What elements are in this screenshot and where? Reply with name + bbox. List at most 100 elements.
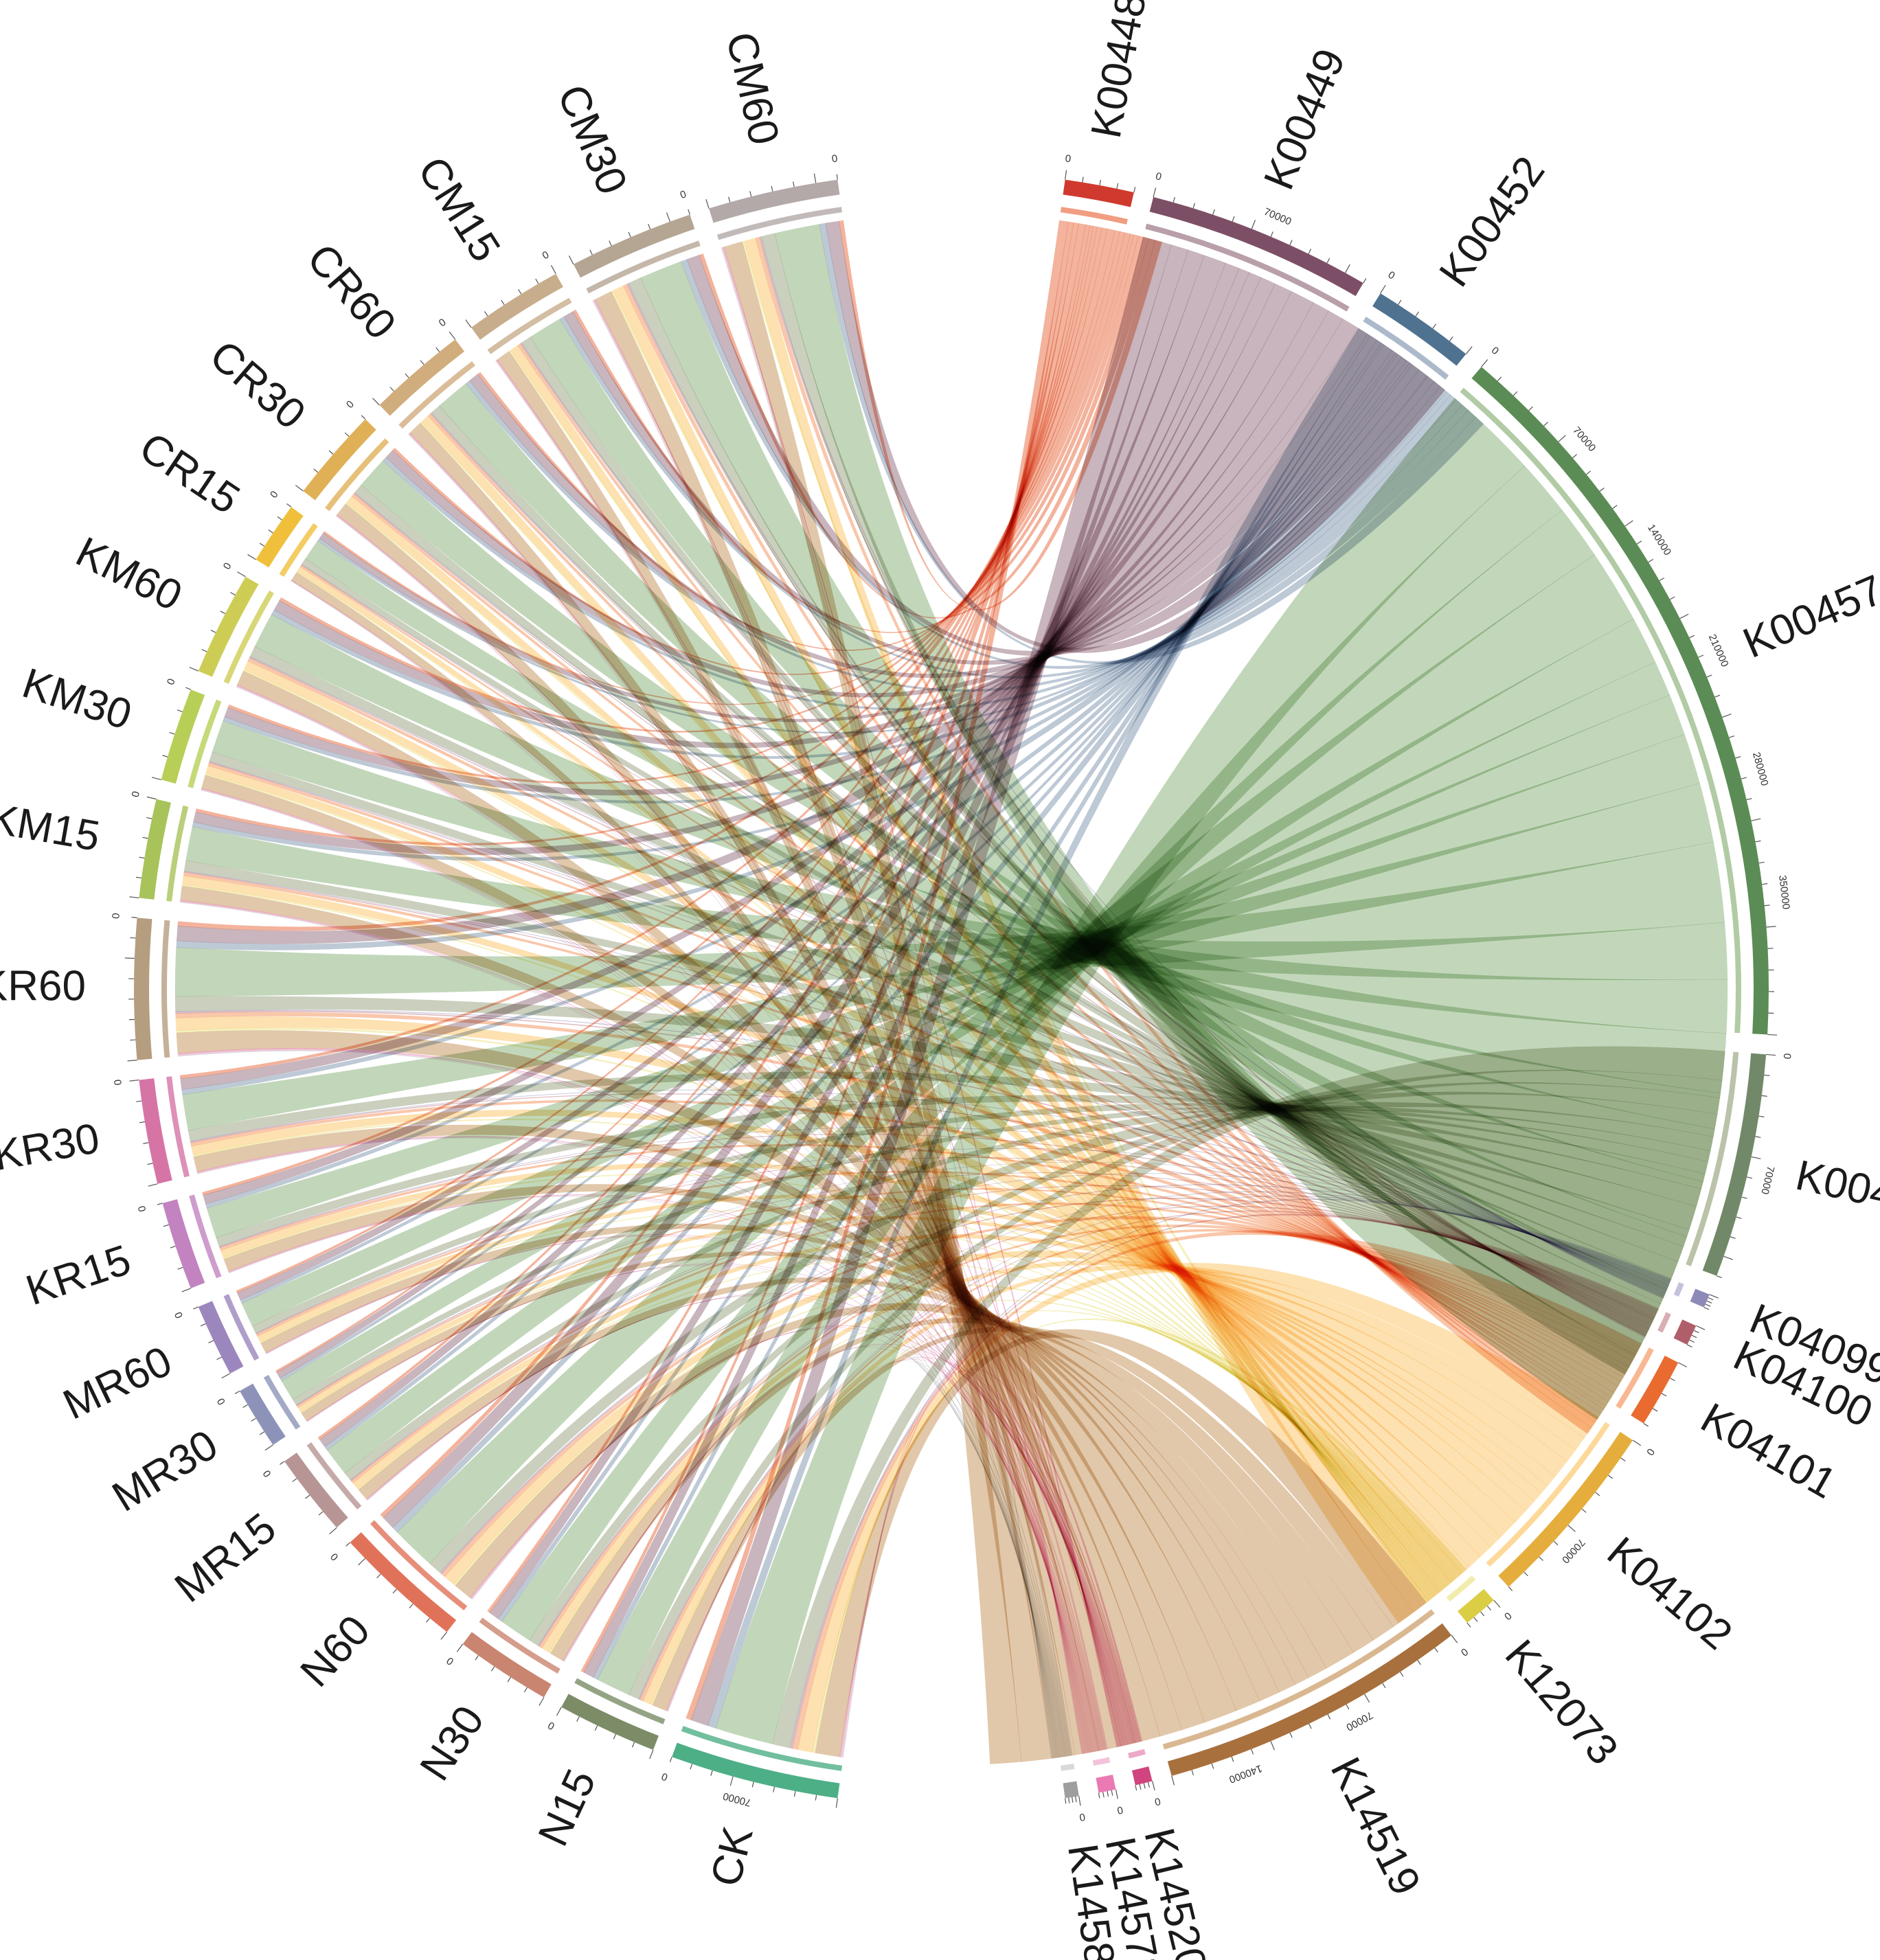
source-segment-kr30-inner-band [166,1076,190,1178]
axis-tick [1192,203,1196,209]
tick-label: 70000 [1344,1709,1375,1733]
axis-tick [589,249,593,255]
axis-tick [1709,1294,1719,1299]
tick-label: 0 [165,677,178,687]
tick-label: 70000 [1570,424,1598,454]
segment-label-k00480: K00480 [1791,1152,1880,1230]
axis-tick [405,373,409,378]
segment-label-kr60: KR60 [0,962,86,1010]
axis-tick [1308,249,1312,254]
axis-tick [1659,577,1665,582]
tick-label: 70000 [1559,1536,1587,1565]
target-segment-k00452-inner-band [1363,317,1449,380]
axis-tick [1270,231,1273,237]
axis-tick [1643,1423,1649,1427]
target-segment-k04100-inner-band [1657,1312,1671,1333]
axis-tick [1326,258,1330,264]
axis-tick [1251,1748,1254,1755]
segment-label-kr30: KR30 [0,1115,103,1180]
axis-tick [251,1417,256,1422]
axis-tick [313,468,319,473]
axis-tick [1758,861,1765,864]
axis-tick [1599,488,1605,492]
source-segment-cr15-inner-band [279,523,318,578]
axis-tick [146,796,157,800]
axis-tick [1524,1571,1528,1577]
source-segment-km60-inner-band [223,590,274,684]
axis-tick [1346,1704,1350,1710]
axis-tick [649,1749,654,1759]
axis-tick [170,1245,176,1249]
axis-tick [1493,1599,1501,1608]
source-segment-cm60-inner-band [716,207,843,240]
axis-tick [305,1494,310,1499]
axis-tick [449,331,456,340]
axis-tick [151,777,161,781]
axis-tick [1173,196,1175,203]
source-segment-mr60 [198,1301,244,1374]
axis-tick [1689,635,1695,639]
axis-tick [1465,346,1473,354]
target-segment-k14578 [1096,1775,1116,1793]
axis-tick [1736,1216,1742,1219]
tick-label: 140000 [1227,1762,1264,1785]
source-segment-kr30 [139,1078,172,1184]
source-segment-mr15-inner-band [306,1442,362,1510]
axis-tick [1102,1792,1105,1798]
axis-tick [189,667,199,672]
target-segment-k04101 [1631,1356,1679,1424]
tick-label: 70000 [722,1790,753,1808]
axis-tick [1232,216,1235,222]
target-segment-k04102-inner-band [1486,1422,1610,1567]
segment-label-n30: N30 [411,1698,493,1789]
axis-tick [1543,422,1548,426]
axis-tick [148,1183,158,1187]
target-segment-k00457 [1471,367,1769,1035]
axis-tick [1212,209,1215,215]
axis-tick [1270,1741,1275,1751]
target-segment-k00480-inner-band [1686,1051,1739,1266]
axis-tick [177,709,183,712]
segment-label-k12073: K12073 [1496,1631,1627,1774]
axis-tick [280,1461,285,1466]
tick-label: 0 [221,560,234,571]
tick-label: 0 [437,317,449,330]
source-segment-n60 [350,1532,457,1632]
segment-label-cm60: CM60 [717,28,788,149]
tick-label: 140000 [1645,522,1673,557]
axis-tick [1065,170,1067,180]
tick-label: 0 [444,1654,456,1667]
axis-tick [1679,613,1689,619]
axis-tick [475,1655,479,1661]
segment-label-ck: CK [702,1822,762,1891]
axis-tick [264,1444,273,1451]
axis-tick [426,1617,431,1623]
segment-label-cr15: CR15 [131,423,248,523]
axis-tick [576,1716,580,1722]
tick-label: 210000 [1706,633,1731,669]
axis-tick [1751,818,1761,821]
axis-tick [420,360,424,365]
axis-tick [1705,1303,1711,1307]
axis-tick [1669,596,1675,600]
source-segment-ck [672,1742,840,1799]
target-segment-k00449 [1149,196,1363,297]
segment-label-k00457: K00457 [1736,566,1880,668]
axis-tick [690,1764,693,1770]
axis-tick [1432,323,1437,329]
axis-tick [628,231,631,238]
axis-tick [1572,454,1578,459]
axis-tick [139,1121,145,1124]
axis-tick [1567,1525,1576,1532]
axis-tick [793,1791,796,1797]
axis-tick [1761,1095,1767,1097]
axis-tick [372,398,380,406]
source-segment-cr15 [256,507,304,568]
axis-tick [185,687,191,690]
source-segment-n15 [561,1694,659,1751]
axis-tick [1466,1622,1471,1628]
axis-tick [1729,736,1735,738]
axis-tick [1486,1606,1491,1610]
source-segment-n30 [462,1632,552,1698]
